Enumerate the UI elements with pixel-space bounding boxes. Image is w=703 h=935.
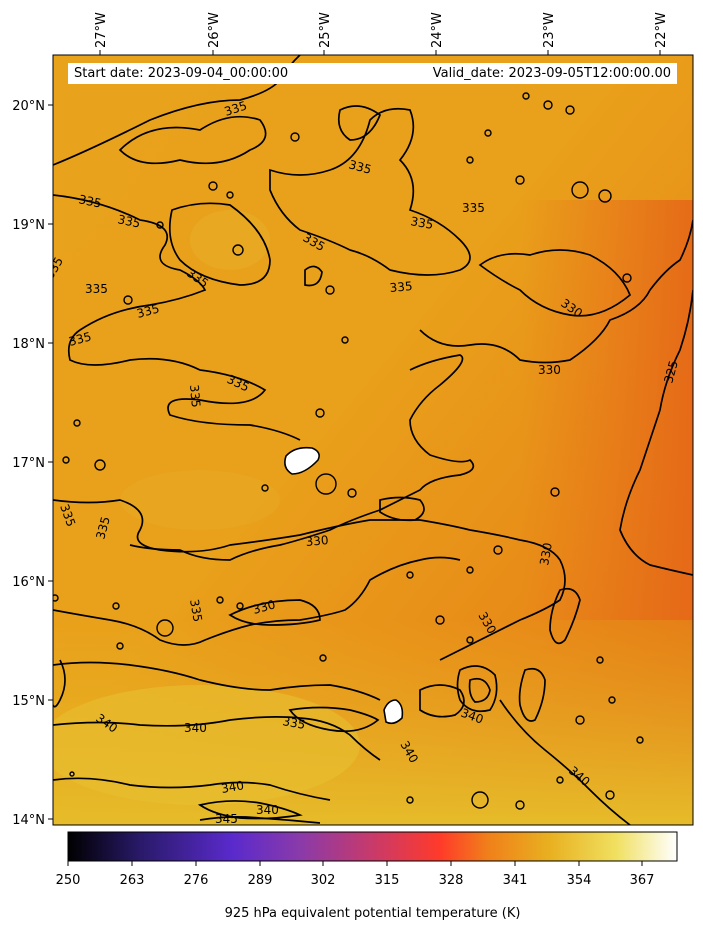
colorbar-tick-label: 263	[120, 873, 145, 888]
contour-label: 340	[220, 778, 245, 796]
colorbar-tick-label: 367	[630, 873, 655, 888]
lat-tick-labels: 20°N 19°N 18°N 17°N 16°N 15°N 14°N	[12, 99, 45, 828]
theta-e-field	[53, 55, 693, 825]
contour-label: 330	[305, 533, 329, 549]
colorbar-ticks: 250 263 276 289 302 315 328 341 354 367	[56, 861, 655, 888]
colorbar-tick-label: 341	[503, 873, 528, 888]
lon-label: 23°W	[542, 12, 557, 48]
lon-label: 26°W	[207, 12, 222, 48]
colorbar-tick-label: 315	[375, 873, 400, 888]
lat-label: 18°N	[12, 337, 45, 352]
contour-label: 335	[187, 384, 203, 408]
contour-lines	[53, 55, 693, 825]
colorbar-tick-label: 354	[567, 873, 592, 888]
contour-label: 335	[281, 714, 306, 732]
colorbar-tick-label: 276	[184, 873, 209, 888]
lon-tick-labels: 27°W 26°W 25°W 24°W 23°W 22°W	[94, 12, 669, 48]
colorbar-tick-label: 328	[439, 873, 464, 888]
contour-label: 335	[77, 192, 102, 210]
colorbar	[67, 831, 678, 862]
lon-label: 24°W	[430, 12, 445, 48]
contour-label: 335	[347, 157, 373, 176]
colorbar-tick-label: 289	[248, 873, 273, 888]
contour-label: 335	[409, 214, 434, 232]
valid-date-label: Valid_date: 2023-09-05T12:00:00.00	[432, 66, 671, 81]
colorbar-label: 925 hPa equivalent potential temperature…	[224, 906, 521, 921]
lat-label: 20°N	[12, 99, 45, 114]
contour-label: 325	[661, 359, 680, 385]
contour-label: 330	[251, 597, 277, 616]
lon-tick-marks	[99, 50, 661, 55]
colorbar-tick-label: 250	[56, 873, 81, 888]
lat-label: 15°N	[12, 694, 45, 709]
contour-label: 340	[184, 721, 207, 735]
contour-label: 335	[389, 279, 413, 295]
contour-labels: 335 335 335 335 335 335 335 335 335 335 …	[53, 98, 681, 826]
contour-label: 335	[93, 515, 112, 541]
header-box	[68, 63, 677, 84]
contour-label: 330	[538, 363, 561, 377]
lon-label: 22°W	[654, 12, 669, 48]
contour-label: 330	[537, 542, 555, 567]
lat-label: 19°N	[12, 218, 45, 233]
lon-label: 25°W	[318, 12, 333, 48]
contour-label: 335	[187, 598, 205, 623]
lat-label: 17°N	[12, 456, 45, 471]
contour-label: 335	[67, 329, 93, 348]
start-date-label: Start date: 2023-09-04_00:00:00	[74, 66, 289, 81]
contour-label: 335	[223, 98, 249, 118]
map-frame	[52, 54, 694, 826]
lat-label: 16°N	[12, 575, 45, 590]
contour-label: 345	[215, 812, 238, 826]
contour-label: 335	[85, 282, 108, 296]
contour-label: 335	[135, 301, 161, 320]
lat-tick-marks	[48, 104, 53, 820]
hotspot-15n	[383, 699, 404, 725]
colorbar-tick-label: 302	[311, 873, 336, 888]
contour-label: 335	[462, 201, 485, 215]
lat-label: 14°N	[12, 813, 45, 828]
lon-label: 27°W	[94, 12, 109, 48]
small-contours	[53, 92, 644, 810]
hotspot-17n	[284, 446, 320, 475]
contour-label: 335	[116, 212, 141, 230]
contour-label: 340	[256, 803, 279, 817]
